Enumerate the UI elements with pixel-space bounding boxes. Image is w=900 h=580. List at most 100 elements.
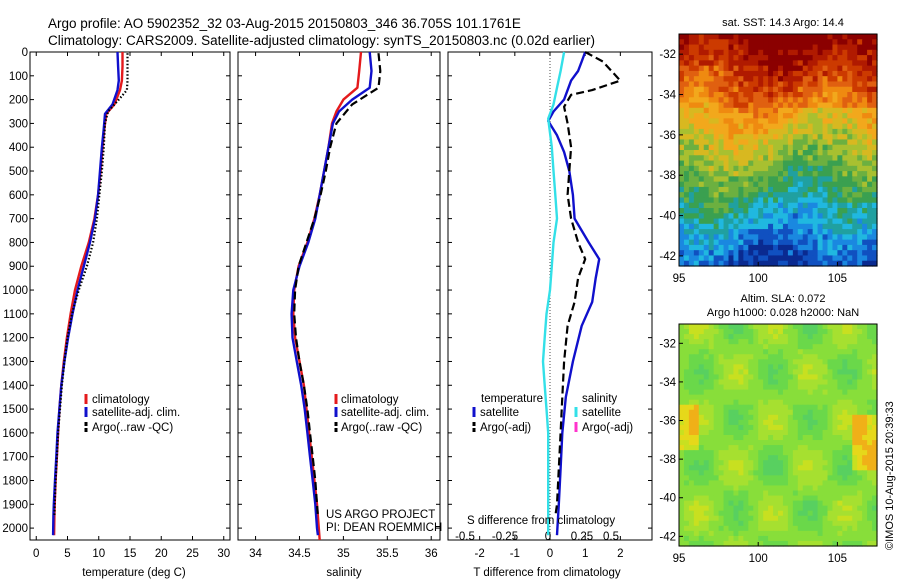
heatmap-cell [748, 49, 754, 56]
heatmap-cell [758, 414, 764, 421]
heatmap-cell [688, 394, 695, 401]
heatmap-cell [768, 213, 774, 220]
heatmap-cell [867, 530, 873, 537]
heatmap-cell [847, 485, 853, 492]
heatmap-cell [728, 334, 735, 340]
heatmap-cell [812, 192, 819, 199]
heatmap-cell [688, 197, 695, 204]
heatmap-cell [753, 218, 759, 225]
heatmap-cell [733, 525, 739, 532]
heatmap-cell [817, 349, 824, 355]
temp-legend-climatology: climatology [92, 394, 150, 406]
heatmap-cell [768, 429, 774, 436]
heatmap-cell [847, 134, 853, 141]
heatmap-cell [797, 60, 804, 67]
heatmap-cell [827, 399, 834, 406]
heatmap-cell [683, 107, 690, 114]
heatmap-cell [743, 181, 749, 188]
heatmap-cell [862, 445, 868, 451]
heatmap-cell [698, 255, 705, 262]
heatmap-cell [758, 324, 764, 330]
heatmap-cell [748, 260, 754, 267]
heatmap-cell [857, 165, 863, 172]
heatmap-cell [842, 92, 848, 98]
heatmap-cell [807, 414, 814, 421]
heatmap-cell [812, 334, 819, 340]
heatmap-cell [778, 197, 784, 204]
heatmap-cell [787, 165, 794, 172]
heatmap-cell [763, 374, 769, 381]
heatmap-cell [832, 435, 838, 441]
heatmap-cell [778, 364, 784, 371]
heatmap-cell [683, 165, 690, 172]
heatmap-cell [787, 60, 794, 67]
heatmap-cell [773, 44, 779, 51]
heatmap-cell [738, 344, 744, 350]
heatmap-cell [733, 384, 739, 391]
heatmap-cell [753, 202, 759, 209]
ytick-label: 800 [9, 237, 28, 249]
heatmap-cell [718, 181, 725, 188]
heatmap-cell [802, 255, 809, 262]
heatmap-cell [768, 139, 774, 146]
heatmap-cell [718, 480, 725, 487]
heatmap-cell [763, 525, 769, 532]
heatmap-cell [723, 39, 730, 46]
heatmap-cell [733, 150, 739, 156]
heatmap-cell [683, 244, 690, 251]
heatmap-cell [827, 419, 834, 426]
heatmap-cell [723, 144, 730, 151]
heatmap-cell [679, 384, 685, 391]
heatmap-cell [728, 39, 735, 46]
heatmap-cell [748, 155, 754, 162]
heatmap-cell [763, 192, 769, 199]
heatmap-cell [713, 495, 720, 502]
heatmap-cell [862, 399, 868, 406]
heatmap-cell [733, 369, 739, 376]
heatmap-cell [743, 255, 749, 262]
heatmap-cell [822, 144, 829, 151]
heatmap-cell [827, 150, 834, 156]
heatmap-cell [867, 107, 873, 114]
heatmap-cell [857, 429, 863, 436]
heatmap-cell [698, 218, 705, 225]
heatmap-cell [718, 144, 725, 151]
heatmap-cell [807, 118, 814, 125]
heatmap-cell [773, 409, 779, 416]
heatmap-cell [708, 171, 715, 177]
heatmap-cell [738, 144, 744, 151]
heatmap-cell [753, 334, 759, 340]
heatmap-cell [728, 97, 735, 104]
heatmap-cell [683, 213, 690, 220]
heatmap-cell [862, 86, 868, 93]
heatmap-cell [832, 374, 838, 381]
heatmap-cell [778, 505, 784, 512]
heatmap-cell [782, 339, 789, 345]
heatmap-cell [758, 186, 764, 193]
heatmap-cell [683, 394, 690, 401]
heatmap-cell [693, 424, 700, 431]
heatmap-cell [758, 49, 764, 56]
heatmap-cell [718, 344, 725, 350]
heatmap-cell [842, 155, 848, 162]
heatmap-cell [728, 107, 735, 114]
heatmap-cell [837, 409, 843, 416]
heatmap-cell [748, 505, 754, 512]
heatmap-cell [797, 409, 804, 416]
heatmap-cell [688, 414, 695, 421]
heatmap-cell [698, 55, 705, 61]
heatmap-cell [822, 354, 829, 360]
heatmap-cell [738, 97, 744, 104]
heatmap-cell [797, 500, 804, 507]
heatmap-cell [698, 128, 705, 135]
heatmap-cell [837, 186, 843, 193]
heatmap-cell [679, 128, 685, 135]
heatmap-cell [787, 495, 794, 502]
heatmap-cell [782, 435, 789, 441]
heatmap-cell [708, 244, 715, 251]
heatmap-cell [807, 324, 814, 330]
heatmap-cell [822, 435, 829, 441]
heatmap-cell [723, 349, 730, 355]
heatmap-cell [693, 505, 700, 512]
heatmap-cell [693, 510, 700, 517]
